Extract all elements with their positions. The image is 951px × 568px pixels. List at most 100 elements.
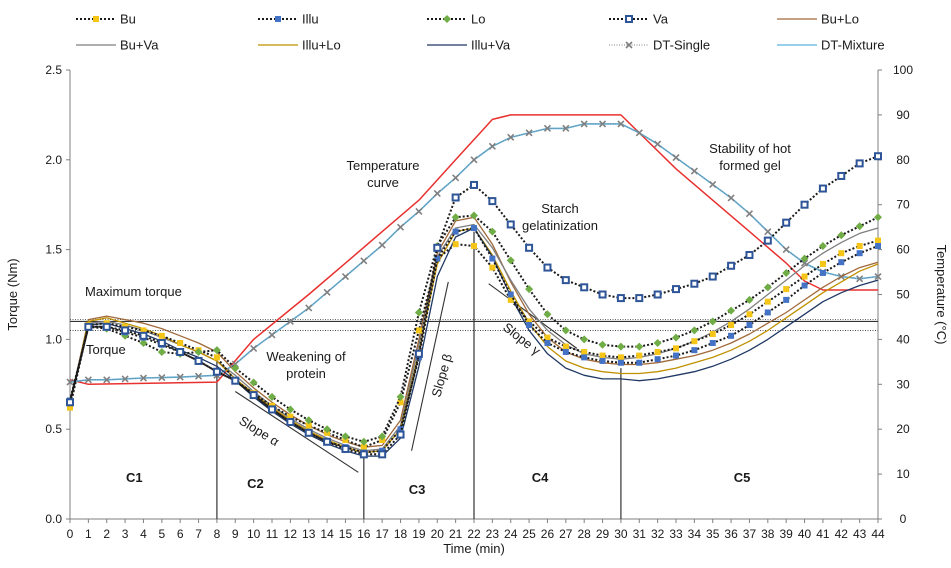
x-tick-label: 1 [85,527,92,541]
data-point [304,428,313,437]
data-point [139,338,148,347]
series-va [66,152,882,459]
data-point [305,304,313,312]
data-point [745,210,754,218]
data-point [526,318,533,325]
data-point [764,228,772,236]
data-point [728,322,735,329]
data-point [837,171,846,180]
series-line [69,214,879,443]
annotation-stability-line2: formed gel [719,158,781,173]
data-point [268,405,276,414]
data-point [84,376,92,384]
legend-label: DT-Single [653,38,710,53]
data-point [874,152,882,161]
data-point [157,338,166,347]
data-point [103,376,111,384]
data-point [507,291,514,298]
data-point [452,228,459,235]
x-tick-label: 32 [651,527,665,541]
legend-label: Va [653,12,669,27]
data-point [746,322,753,329]
annotation-slope-beta: Slope β [428,352,455,399]
annotation-starch-line2: gelatinization [522,218,598,233]
data-point [360,444,367,451]
data-point [635,129,643,137]
data-point [599,357,606,364]
data-point [378,432,387,441]
data-point [415,207,423,216]
data-point [250,344,258,352]
data-point [396,430,405,439]
legend: Bu Illu Lo Va Bu+Lo Bu+Va Illu+Lo Illu+Va DT-Sin… [76,12,885,53]
x-tick-label: 17 [376,527,390,541]
legend-swatch-marker [443,15,451,23]
x-tick-label: 12 [284,527,298,541]
data-point [617,354,624,361]
data-point [727,261,736,270]
data-point [636,359,643,366]
data-point [452,241,459,248]
x-tick-label: 41 [816,527,830,541]
data-point [213,354,220,361]
legend-label: Bu+Va [120,38,159,53]
data-point [396,392,405,401]
data-point [415,327,422,334]
x-tick-label: 30 [614,527,628,541]
y-tick-label: 2.0 [45,153,62,167]
y-tick-label: 0.0 [45,512,62,526]
data-point [507,296,514,303]
data-point [581,354,588,361]
data-point [617,120,625,128]
data-point [488,227,497,236]
region-label: C1 [126,470,143,485]
data-point [562,124,570,132]
data-point [525,285,534,294]
data-point [397,399,404,406]
x-tick-label: 29 [596,527,610,541]
data-point [819,269,826,276]
legend-item: Illu+Lo [258,38,341,53]
data-point [507,133,515,141]
x-tick-label: 19 [412,527,426,541]
data-point [818,242,827,251]
x-tick-label: 11 [266,527,279,541]
data-point [856,250,863,257]
x-tick-label: 4 [140,527,147,541]
legend-item: Bu+Lo [777,12,859,27]
region-label: C3 [409,482,426,497]
legend-item: Bu+Va [76,38,159,53]
data-point [727,306,736,315]
data-point [451,193,460,202]
data-point [66,378,74,386]
data-point [452,174,460,182]
data-point [359,437,368,446]
data-point [488,142,496,150]
annotation-torque: Torque [86,342,126,357]
annotation-maximum-torque: Maximum torque [85,284,182,299]
x-tick-label: 3 [122,527,129,541]
data-point [67,404,73,411]
data-point [856,275,864,283]
data-point [782,246,790,254]
slope-alpha-line [234,391,359,473]
series-lo [66,211,882,446]
data-point [287,413,294,420]
data-point [488,197,497,206]
data-point [414,349,423,358]
y2-tick-label: 30 [896,377,910,391]
y2-tick-label: 40 [896,332,910,346]
data-point [323,288,331,296]
legend-label: Lo [471,12,485,27]
data-point [581,348,588,355]
annotation-weakening-line2: protein [286,366,326,381]
x-tick-label: 13 [302,527,316,541]
legend-label: Illu+Va [471,38,511,53]
y-tick-label: 2.5 [45,63,62,77]
legend-swatch-marker [625,41,633,49]
data-point [782,268,791,277]
data-point [690,279,699,288]
data-point [745,295,754,304]
x-tick-label: 27 [559,527,573,541]
x-tick-label: 6 [177,527,184,541]
